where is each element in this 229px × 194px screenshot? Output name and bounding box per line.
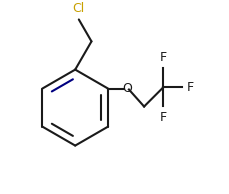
Text: Cl: Cl	[72, 2, 85, 15]
Text: F: F	[186, 81, 193, 94]
Text: O: O	[122, 82, 131, 95]
Text: F: F	[159, 111, 166, 124]
Text: F: F	[159, 51, 166, 64]
